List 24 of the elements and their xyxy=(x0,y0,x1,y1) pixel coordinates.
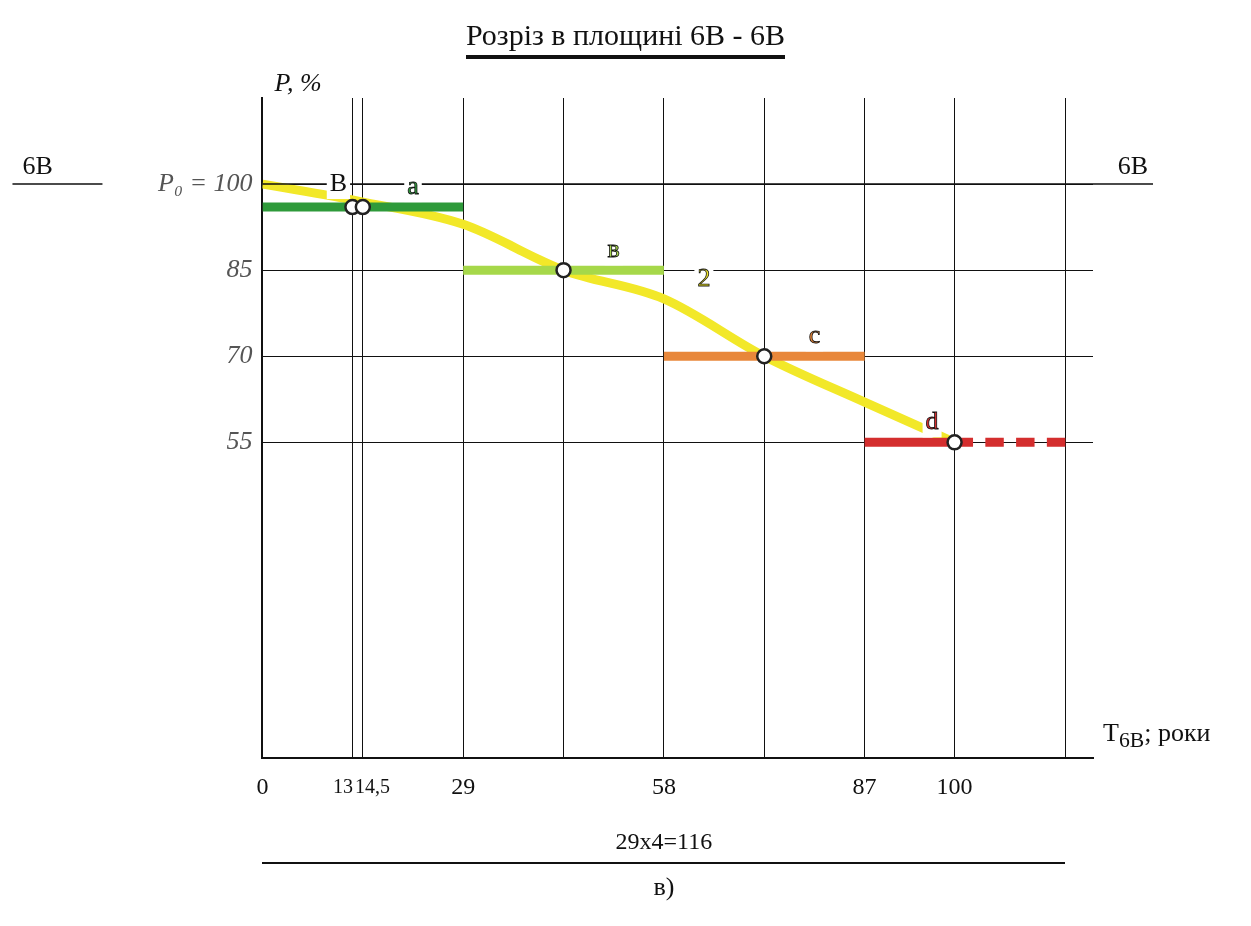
y-tick-label: 85 xyxy=(226,254,253,283)
x-tick-label: 100 xyxy=(936,773,973,800)
y-tick-label: P₀ = 100 xyxy=(157,167,253,197)
text: 29x4=116 xyxy=(614,828,714,855)
series-label: в xyxy=(607,234,620,263)
chart-title: Розріз в площині 6В - 6В xyxy=(465,18,786,59)
x-tick-label: 58 xyxy=(651,773,676,800)
series-label: a xyxy=(407,170,420,200)
x-tick-label: 13 xyxy=(332,775,353,798)
x-axis-title: T$_{6В}$; роки xyxy=(1103,718,1211,754)
text: в) xyxy=(652,872,676,902)
y-axis-title: P, % xyxy=(274,68,322,98)
ref-line-label: 6В xyxy=(1117,150,1148,180)
series-label: d xyxy=(925,406,939,436)
series-label: c xyxy=(808,320,821,350)
series-label: 2 xyxy=(697,262,711,292)
x-tick-label: 14,5 xyxy=(354,775,390,798)
y-tick-label: 55 xyxy=(226,426,253,456)
x-tick-label: 0 xyxy=(256,773,269,800)
x-tick-label: 29 xyxy=(451,773,476,800)
annotation: B xyxy=(329,167,348,197)
text: 6В xyxy=(22,150,53,180)
y-tick-label: 70 xyxy=(226,340,253,370)
x-tick-label: 87 xyxy=(852,773,877,800)
